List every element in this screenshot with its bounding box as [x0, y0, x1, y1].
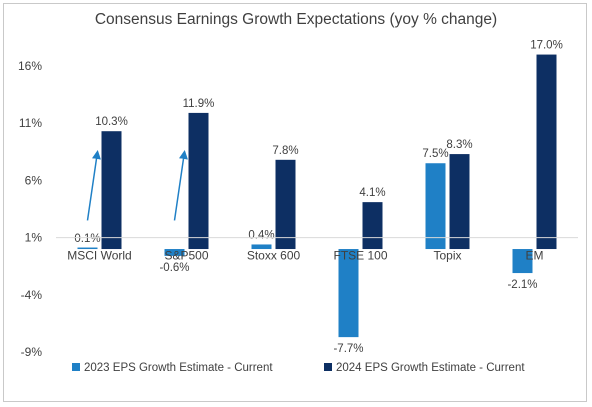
legend-label-2: 2024 EPS Growth Estimate - Current: [336, 362, 525, 374]
data-label: 10.3%: [95, 116, 128, 128]
data-label: 11.9%: [183, 98, 215, 110]
y-tick-label: 16%: [18, 59, 42, 73]
y-tick-label: 6%: [25, 173, 43, 187]
x-axis: MSCI World S&P500 Stoxx 600 FTSE 100 Topix EM: [56, 237, 578, 263]
data-label: 0.4%: [248, 229, 274, 241]
annotation-arrow: [173, 150, 188, 221]
data-label: -0.6%: [159, 262, 189, 274]
x-tick-label: Stoxx 600: [247, 249, 301, 263]
data-label: 17.0%: [530, 40, 563, 52]
data-label: 7.8%: [272, 145, 298, 157]
x-tick-label: FTSE 100: [333, 249, 387, 263]
x-tick-label: S&P500: [164, 249, 208, 263]
data-label: 7.5%: [422, 148, 448, 160]
bar-series-2: [536, 54, 557, 250]
data-label: 0.1%: [74, 233, 100, 245]
bars: [77, 54, 557, 338]
bar-series-2: [362, 202, 383, 250]
bar-series-1: [512, 249, 533, 274]
bar-series-1: [425, 163, 446, 250]
data-labels: 0.1% 10.3% -0.6% 11.9% 0.4% 7.8% -7.7% 4.1% 7.5%…: [74, 40, 562, 356]
data-label: -2.1%: [507, 279, 537, 291]
y-axis: 16% 11% 6% 1% -4% -9%: [18, 59, 42, 359]
x-tick-label: MSCI World: [67, 249, 131, 263]
bar-series-1: [164, 249, 185, 256]
legend: 2023 EPS Growth Estimate - Current 2024 E…: [72, 362, 525, 374]
legend-swatch-2: [324, 363, 332, 371]
bar-series-2: [449, 154, 470, 250]
bar-series-1: [338, 249, 359, 338]
legend-swatch-1: [72, 363, 80, 371]
y-tick-label: -9%: [21, 345, 43, 359]
x-tick-label: Topix: [433, 249, 461, 263]
bar-series-2: [101, 131, 122, 250]
y-tick-label: 11%: [19, 116, 42, 130]
chart-title: Consensus Earnings Growth Expectations (…: [95, 11, 497, 28]
y-tick-label: -4%: [21, 288, 43, 302]
y-tick-label: 1%: [25, 231, 43, 245]
data-label: 4.1%: [359, 187, 385, 199]
bar-series-1: [77, 247, 98, 250]
bar-series-1: [251, 244, 272, 250]
bar-series-2: [275, 159, 296, 250]
bar-series-2: [188, 112, 209, 250]
data-label: -7.7%: [333, 343, 363, 355]
x-tick-label: EM: [526, 249, 544, 263]
arrows: [86, 150, 188, 221]
data-label: 8.3%: [446, 139, 472, 151]
annotation-arrow: [86, 150, 101, 221]
legend-label-1: 2023 EPS Growth Estimate - Current: [84, 362, 273, 374]
